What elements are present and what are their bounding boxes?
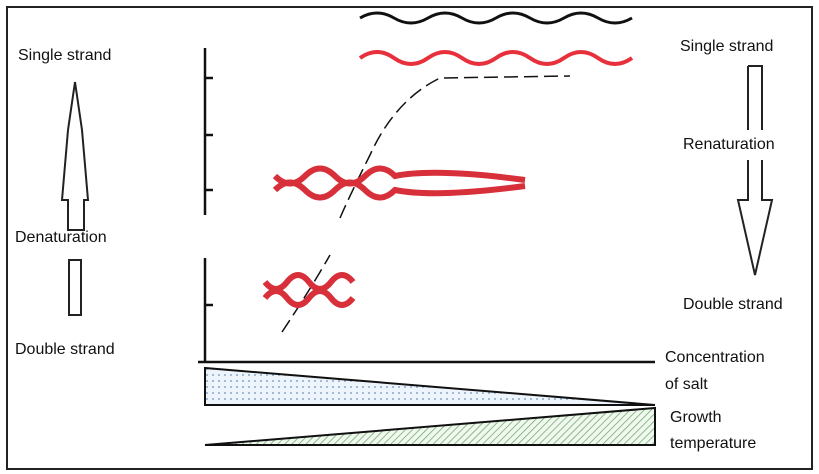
axis-label: Growth	[670, 409, 722, 426]
label: Denaturation	[15, 229, 107, 246]
strand	[359, 11, 633, 25]
up-arrow	[60, 81, 90, 231]
double-helix	[262, 272, 356, 308]
strand	[358, 50, 634, 66]
label: Renaturation	[683, 136, 775, 153]
down-arrow	[736, 65, 774, 276]
helix	[272, 165, 526, 201]
axis-label: temperature	[670, 435, 756, 452]
melting-curve	[281, 75, 571, 333]
axis-label: Concentration	[665, 349, 765, 366]
label: Double strand	[15, 341, 115, 358]
axes	[198, 48, 655, 364]
label: Double strand	[683, 296, 783, 313]
axis-label: of salt	[665, 376, 708, 393]
salt-wedge	[204, 366, 656, 406]
label: Single strand	[680, 38, 773, 55]
frame	[6, 6, 813, 470]
label: Single strand	[18, 47, 111, 64]
bar-shape	[68, 259, 82, 316]
temperature-wedge	[204, 406, 656, 446]
